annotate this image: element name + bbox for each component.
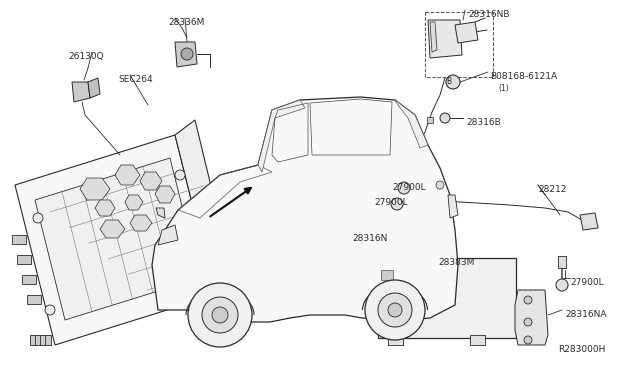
Polygon shape <box>115 165 140 185</box>
Circle shape <box>436 181 444 189</box>
Circle shape <box>388 303 402 317</box>
Text: 28212: 28212 <box>538 185 566 194</box>
Text: 27900L: 27900L <box>570 278 604 287</box>
Bar <box>40 335 46 345</box>
Bar <box>470 335 485 345</box>
Circle shape <box>440 113 450 123</box>
Bar <box>402 165 408 171</box>
Polygon shape <box>258 100 305 172</box>
Bar <box>381 270 393 280</box>
Circle shape <box>378 293 412 327</box>
Circle shape <box>365 280 425 340</box>
Bar <box>558 256 566 268</box>
Polygon shape <box>125 195 143 210</box>
Circle shape <box>446 75 460 89</box>
Polygon shape <box>152 97 458 322</box>
Polygon shape <box>88 78 100 98</box>
Circle shape <box>524 296 532 304</box>
Text: 28383M: 28383M <box>438 258 474 267</box>
Circle shape <box>354 244 362 252</box>
Circle shape <box>524 318 532 326</box>
Text: B: B <box>447 77 452 87</box>
Bar <box>22 275 36 284</box>
Circle shape <box>185 263 195 273</box>
Circle shape <box>398 182 410 194</box>
Polygon shape <box>430 22 437 52</box>
Bar <box>381 298 393 308</box>
Polygon shape <box>395 100 428 148</box>
Text: 28316NB: 28316NB <box>468 10 509 19</box>
Bar <box>30 335 36 345</box>
Polygon shape <box>15 135 215 345</box>
Text: (1): (1) <box>498 84 509 93</box>
Text: 27900L: 27900L <box>374 198 408 207</box>
Polygon shape <box>158 225 178 245</box>
Polygon shape <box>72 82 90 102</box>
Polygon shape <box>156 208 165 218</box>
Polygon shape <box>515 290 548 345</box>
Polygon shape <box>100 220 125 238</box>
Circle shape <box>524 336 532 344</box>
Bar <box>378 265 396 330</box>
Polygon shape <box>35 158 200 320</box>
Bar <box>381 312 393 322</box>
Text: 28316N: 28316N <box>352 234 387 243</box>
Polygon shape <box>448 195 458 218</box>
Text: 28336M: 28336M <box>168 18 204 27</box>
Polygon shape <box>428 20 462 58</box>
Bar <box>427 117 433 123</box>
Polygon shape <box>140 172 162 190</box>
Bar <box>12 235 26 244</box>
Polygon shape <box>80 178 110 200</box>
Text: 26130Q: 26130Q <box>68 52 104 61</box>
Bar <box>388 335 403 345</box>
Text: B08168-6121A: B08168-6121A <box>490 72 557 81</box>
Circle shape <box>175 170 185 180</box>
Bar <box>35 335 41 345</box>
Text: 28316NA: 28316NA <box>565 310 607 319</box>
Text: 27900L: 27900L <box>392 183 426 192</box>
Circle shape <box>212 307 228 323</box>
Bar <box>378 258 516 338</box>
Circle shape <box>556 279 568 291</box>
Text: SEC264: SEC264 <box>118 75 152 84</box>
Circle shape <box>202 297 238 333</box>
Text: 28316B: 28316B <box>466 118 500 127</box>
Polygon shape <box>95 200 115 216</box>
Circle shape <box>391 198 403 210</box>
Bar <box>45 335 51 345</box>
Bar <box>27 295 41 304</box>
Polygon shape <box>130 215 152 231</box>
Bar <box>425 12 493 77</box>
Circle shape <box>354 268 362 276</box>
Polygon shape <box>580 213 598 230</box>
Bar <box>17 255 31 264</box>
Polygon shape <box>455 22 478 43</box>
Circle shape <box>181 48 193 60</box>
Text: R283000H: R283000H <box>558 345 605 354</box>
Bar <box>412 145 418 151</box>
Circle shape <box>33 213 43 223</box>
Polygon shape <box>345 230 378 290</box>
Circle shape <box>188 283 252 347</box>
Polygon shape <box>175 42 197 67</box>
Polygon shape <box>175 120 235 295</box>
Bar <box>381 284 393 294</box>
Polygon shape <box>155 186 175 203</box>
Circle shape <box>45 305 55 315</box>
